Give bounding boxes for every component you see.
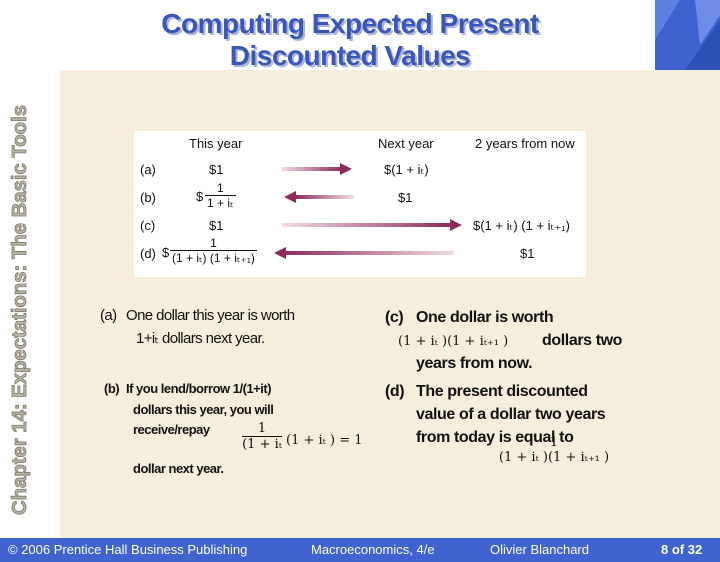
arrow-a <box>282 163 352 175</box>
discount-figure: This year Next year 2 years from now (a)… <box>134 131 586 277</box>
footer-book: Macroeconomics, 4/e <box>311 542 435 557</box>
c-text-line2: dollars two <box>542 332 623 349</box>
a-next-year: $(1 + iₜ) <box>384 162 429 177</box>
c-text-line1: One dollar is worth <box>416 309 554 326</box>
row-label-d: (d) <box>140 246 156 261</box>
d-numerator: 1 <box>170 236 257 251</box>
d-formula-fraction: 1 (1 + iₜ )(1 + iₜ₊₁ ) <box>496 435 612 465</box>
row-label-c: (c) <box>140 218 156 233</box>
b-next-year: $1 <box>398 190 413 205</box>
d-denominator: (1 + iₜ) (1 + iₜ₊₁) <box>172 251 255 265</box>
d-two-years: $1 <box>520 246 535 261</box>
b-text-line4: dollar next year. <box>133 461 224 476</box>
header-next-year: Next year <box>378 136 434 151</box>
d-text-line2: value of a dollar two years <box>416 406 606 423</box>
side-title-text: Chapter 14: Expectations: The Basic Tool… <box>9 105 31 515</box>
b-dollar-sign: $ <box>196 189 204 204</box>
title-line-2: Discounted Values <box>229 40 471 71</box>
d-formula-denominator: (1 + iₜ )(1 + iₜ₊₁ ) <box>498 450 610 465</box>
d-formula-numerator: 1 <box>549 435 559 450</box>
a-text-line1: One dollar this year is worth <box>126 307 295 324</box>
b-formula-numerator: 1 <box>242 421 282 437</box>
b-text-line2: dollars this year, you will <box>133 402 274 417</box>
header-band <box>0 0 720 70</box>
figure-arrows <box>274 163 462 259</box>
b-denominator: 1 + iₜ <box>207 196 234 210</box>
d-text-line3: from today is equal to <box>416 429 574 446</box>
header-this-year: This year <box>189 136 243 151</box>
header-two-years: 2 years from now <box>475 136 575 151</box>
row-label-a: (a) <box>140 162 156 177</box>
a-this-year: $1 <box>209 162 224 177</box>
b-text-line1: If you lend/borrow 1/(1+it) <box>126 381 272 396</box>
c-two-years: $(1 + iₜ) (1 + iₜ₊₁) <box>473 218 570 233</box>
d-dollar-sign: $ <box>162 245 170 260</box>
b-formula-fraction: 1 (1 + iₜ <box>242 421 282 452</box>
arrow-d <box>274 247 454 259</box>
c-text-line3: years from now. <box>416 355 533 372</box>
arrow-b <box>284 191 354 203</box>
slide-title: Computing Expected Present Discounted Va… <box>95 8 605 72</box>
footer-bar: © 2006 Prentice Hall Business Publishing… <box>0 538 720 562</box>
b-numerator: 1 <box>205 181 236 196</box>
footer-copyright: © 2006 Prentice Hall Business Publishing <box>8 542 248 557</box>
c-label: (c) <box>385 309 404 326</box>
a-label: (a) <box>100 307 117 324</box>
d-fraction: 1 (1 + iₜ) (1 + iₜ₊₁) <box>170 236 257 265</box>
b-text-line3: receive/repay <box>133 422 210 437</box>
chapter-side-title: Chapter 14: Expectations: The Basic Tool… <box>4 95 60 515</box>
b-formula-denominator: (1 + iₜ <box>242 437 282 452</box>
b-fraction: 1 1 + iₜ <box>205 181 236 210</box>
row-label-b: (b) <box>140 190 156 205</box>
a-text-line2: 1+iₜ dollars next year. <box>136 330 265 347</box>
corner-graphic-icon <box>655 0 720 70</box>
b-label: (b) <box>104 381 120 396</box>
title-line-1: Computing Expected Present <box>161 8 539 39</box>
d-text-line1: The present discounted <box>416 383 588 400</box>
d-label: (d) <box>385 383 405 400</box>
arrow-c <box>282 219 462 231</box>
c-this-year: $1 <box>209 218 224 233</box>
b-formula-rest: (1 + iₜ ) = 1 <box>286 433 363 448</box>
footer-page-number: 8 of 32 <box>661 542 703 557</box>
c-formula: (1 + iₜ )(1 + iₜ₊₁ ) <box>398 334 509 349</box>
footer-author: Olivier Blanchard <box>490 542 589 557</box>
